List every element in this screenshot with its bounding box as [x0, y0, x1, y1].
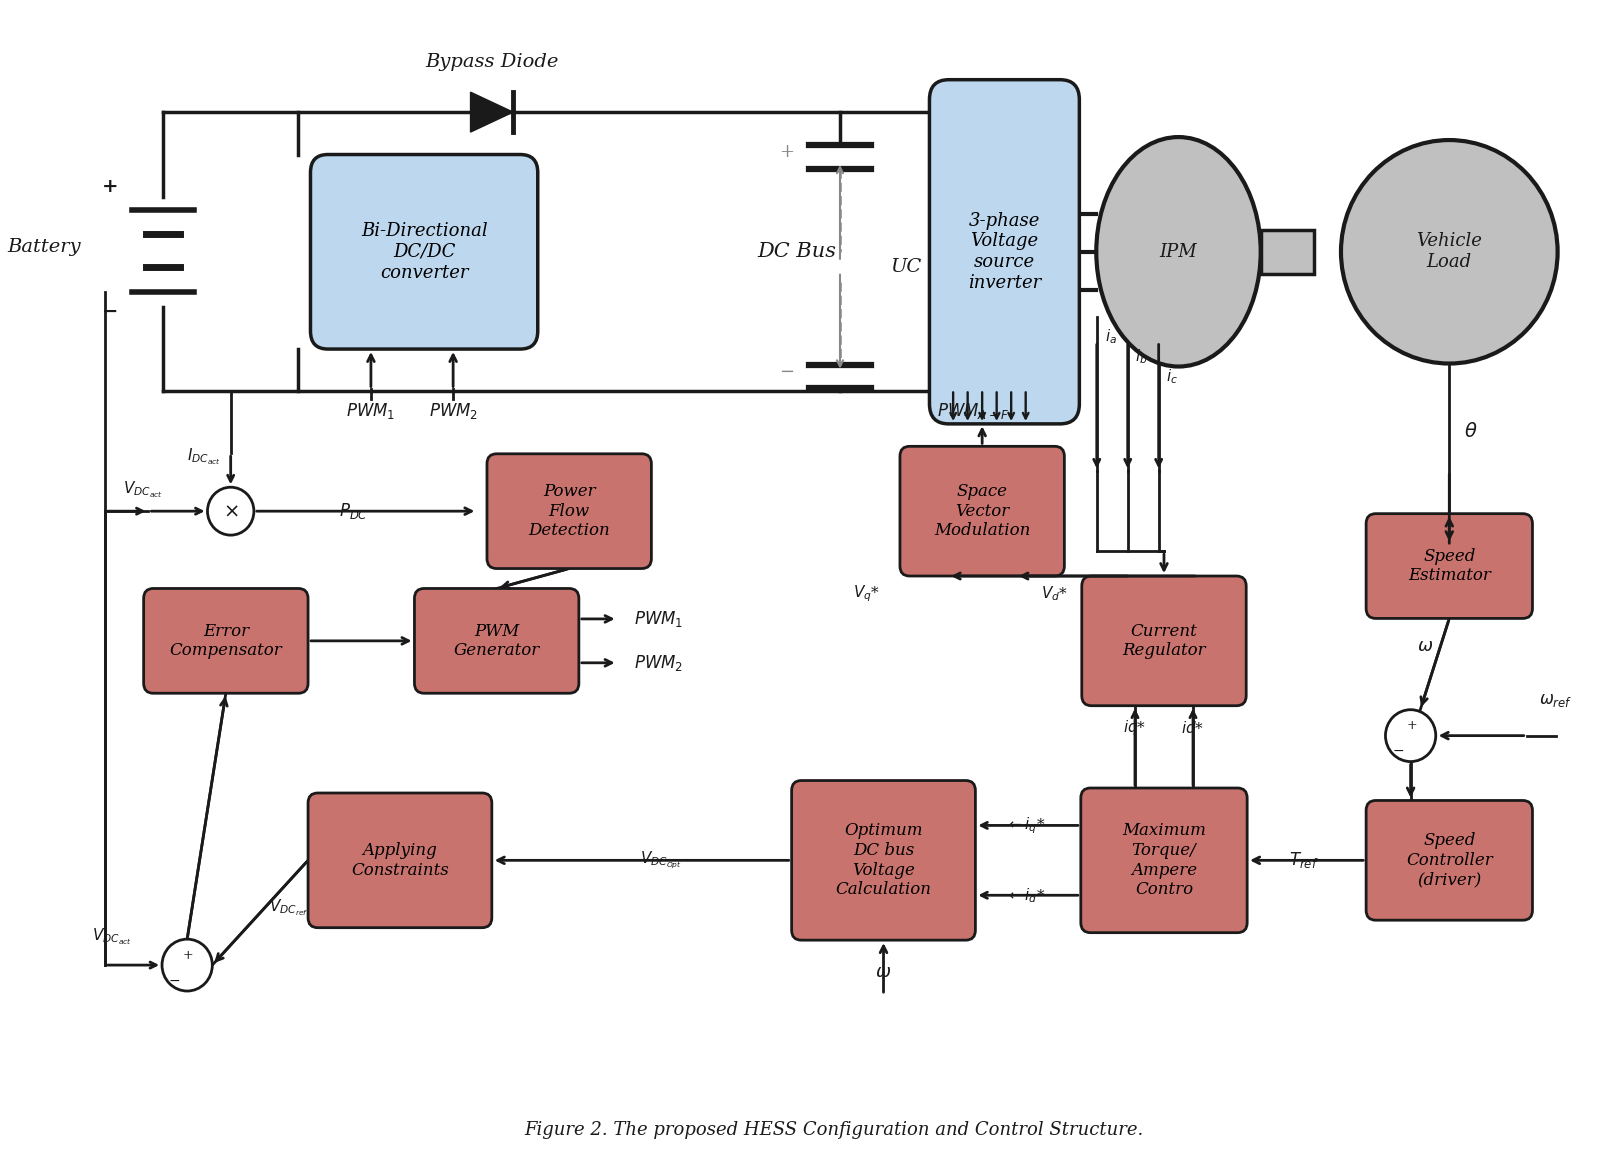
Text: −: −: [1391, 744, 1404, 758]
Text: $I_{DC_{act}}$: $I_{DC_{act}}$: [186, 447, 220, 466]
Text: $V_{DC_{ref}}$: $V_{DC_{ref}}$: [269, 897, 309, 918]
Text: $V_q$*: $V_q$*: [853, 584, 880, 604]
FancyBboxPatch shape: [144, 589, 307, 694]
Text: PWM
Generator: PWM Generator: [453, 623, 540, 659]
Text: $\omega_{ref}$: $\omega_{ref}$: [1539, 693, 1573, 709]
FancyBboxPatch shape: [414, 589, 579, 694]
Ellipse shape: [1097, 138, 1260, 366]
Text: $\leftarrow i_q$*: $\leftarrow i_q$*: [1006, 815, 1045, 836]
Text: Bypass Diode: Bypass Diode: [426, 54, 558, 71]
Text: $\theta$: $\theta$: [1464, 422, 1477, 441]
Text: Battery: Battery: [6, 238, 81, 255]
FancyBboxPatch shape: [1366, 801, 1532, 920]
Text: $id$*: $id$*: [1181, 719, 1205, 736]
Text: $PWM_2$: $PWM_2$: [429, 401, 477, 421]
Bar: [1260, 230, 1314, 274]
Text: $T_{ref}$: $T_{ref}$: [1290, 850, 1319, 870]
FancyBboxPatch shape: [1081, 788, 1247, 933]
Text: $PWM_1$: $PWM_1$: [634, 609, 683, 628]
Text: Current
Regulator: Current Regulator: [1123, 623, 1205, 659]
Circle shape: [162, 939, 212, 991]
Text: $\leftarrow i_d$*: $\leftarrow i_d$*: [1006, 886, 1045, 905]
Text: $iq$*: $iq$*: [1123, 718, 1147, 737]
Text: −: −: [168, 974, 180, 988]
Text: $i_b$: $i_b$: [1136, 347, 1147, 366]
Text: IPM: IPM: [1160, 243, 1197, 261]
Text: $i_a$: $i_a$: [1105, 328, 1116, 346]
Text: Optimum
DC bus
Voltage
Calculation: Optimum DC bus Voltage Calculation: [835, 822, 932, 898]
Text: $\omega$: $\omega$: [875, 963, 892, 981]
Text: +: +: [183, 949, 194, 962]
Text: Figure 2. The proposed HESS Configuration and Control Structure.: Figure 2. The proposed HESS Configuratio…: [524, 1121, 1144, 1139]
Polygon shape: [471, 92, 513, 132]
Text: Error
Compensator: Error Compensator: [170, 623, 282, 659]
Text: $PWM_1$: $PWM_1$: [346, 401, 395, 421]
Text: +: +: [780, 143, 794, 161]
Text: $i_c$: $i_c$: [1167, 367, 1178, 386]
Text: $\omega$: $\omega$: [1417, 638, 1434, 655]
Text: +: +: [102, 178, 118, 196]
Text: Space
Vector
Modulation: Space Vector Modulation: [934, 483, 1031, 539]
Circle shape: [207, 487, 254, 535]
FancyBboxPatch shape: [1082, 576, 1246, 705]
Text: $V_{DC_{act}}$: $V_{DC_{act}}$: [92, 927, 131, 948]
Text: Power
Flow
Detection: Power Flow Detection: [529, 483, 610, 539]
Text: −: −: [780, 363, 794, 380]
Text: $PWM_2$: $PWM_2$: [634, 653, 683, 673]
Text: +: +: [1406, 719, 1417, 732]
Text: $PWM_{A-F}$: $PWM_{A-F}$: [937, 401, 1008, 421]
Text: $V_{DC_{act}}$: $V_{DC_{act}}$: [123, 479, 163, 499]
Text: $\times$: $\times$: [223, 503, 238, 520]
Text: Applying
Constraints: Applying Constraints: [351, 842, 448, 879]
FancyBboxPatch shape: [1366, 514, 1532, 618]
Text: $V_d$*: $V_d$*: [1040, 584, 1068, 603]
FancyBboxPatch shape: [311, 155, 537, 349]
FancyBboxPatch shape: [307, 793, 492, 928]
FancyBboxPatch shape: [929, 79, 1079, 424]
Text: Vehicle
Load: Vehicle Load: [1416, 232, 1482, 272]
FancyBboxPatch shape: [791, 780, 976, 940]
Text: Bi-Directional
DC/DC
converter: Bi-Directional DC/DC converter: [361, 222, 487, 282]
Text: DC Bus: DC Bus: [757, 243, 837, 261]
Text: $V_{DC_{Opt}}$: $V_{DC_{Opt}}$: [641, 850, 683, 871]
Text: −: −: [102, 303, 118, 321]
Circle shape: [1341, 140, 1558, 364]
Text: Speed
Controller
(driver): Speed Controller (driver): [1406, 833, 1493, 888]
Text: Speed
Estimator: Speed Estimator: [1408, 548, 1490, 584]
Text: Maximum
Torque/
Ampere
Contro: Maximum Torque/ Ampere Contro: [1121, 822, 1205, 898]
Circle shape: [1385, 710, 1435, 761]
Text: 3-phase
Voltage
source
inverter: 3-phase Voltage source inverter: [968, 211, 1040, 292]
FancyBboxPatch shape: [487, 454, 652, 569]
Text: $P_{DC}$: $P_{DC}$: [340, 501, 367, 521]
Text: UC: UC: [890, 258, 922, 275]
FancyBboxPatch shape: [900, 447, 1065, 576]
